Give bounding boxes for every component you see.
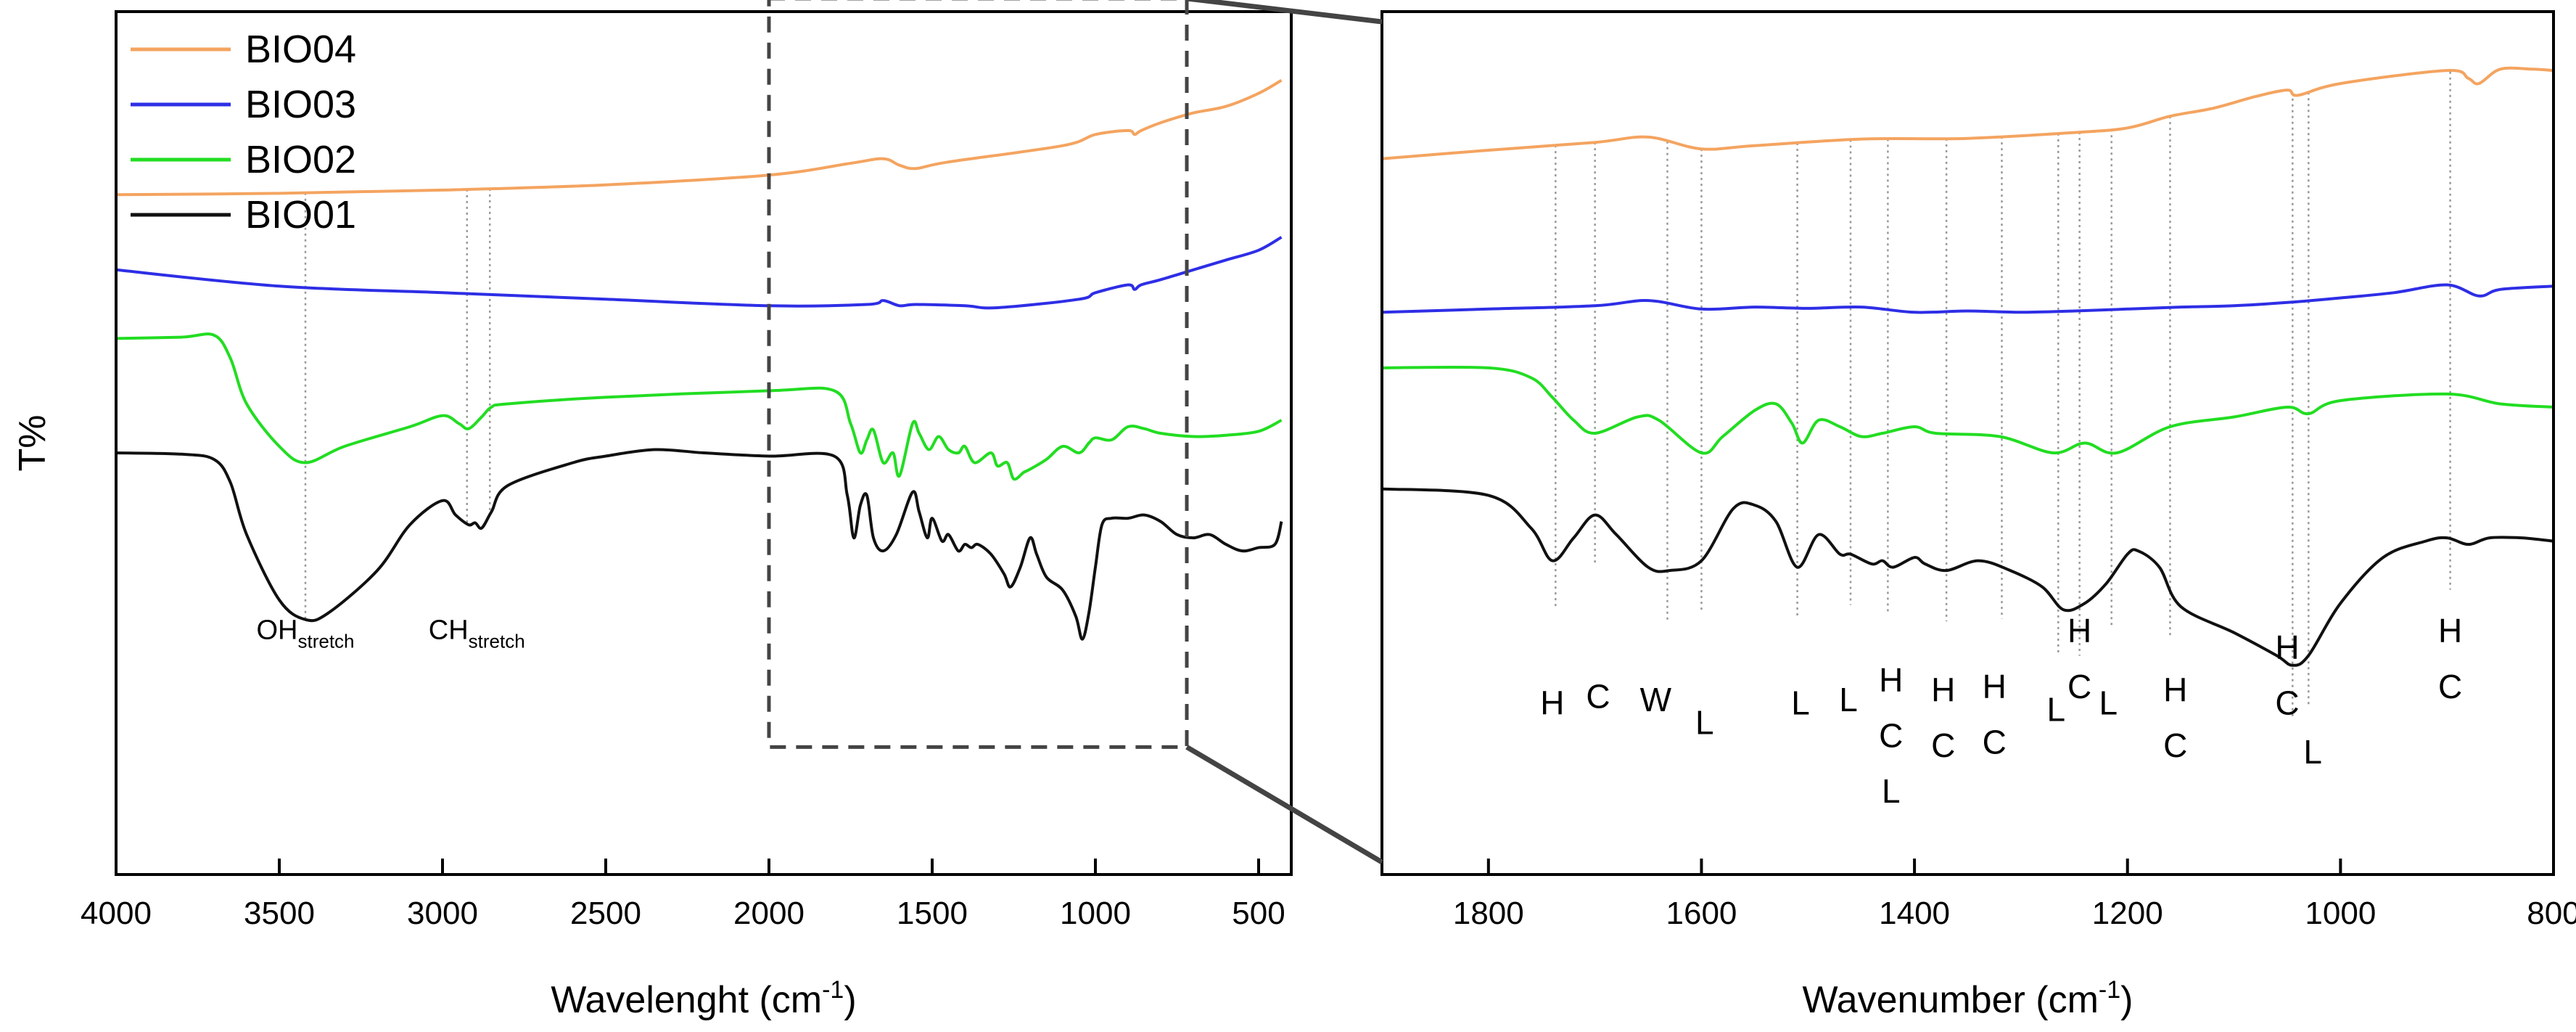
left-tick-label-1500: 1500 — [897, 896, 968, 931]
left-tick-label-500: 500 — [1232, 896, 1285, 931]
legend-label-bio02: BIO02 — [245, 138, 356, 181]
zoom-connector-bottom — [1185, 745, 1383, 865]
left-x-axis-label: Wavelenght (cm-1) — [551, 976, 856, 1021]
left-series-group — [116, 78, 1283, 641]
left-tick-label-1000: 1000 — [1060, 896, 1131, 931]
right-series-bio02 — [1382, 365, 2554, 455]
right-tick-label-800: 800 — [2527, 896, 2576, 931]
band-label-h-11: H — [1983, 668, 2007, 705]
band-label-c-10: C — [1931, 726, 1955, 764]
right-tick-label-1000: 1000 — [2305, 896, 2376, 931]
right-chart-panel: 1800 1600 1400 1200 1000 800 Wavenumber (cm-1)… — [1380, 10, 2576, 1021]
zoom-connector-top — [1186, 0, 1383, 25]
zoom-box — [767, 0, 1189, 749]
zoom-connector-lines — [1185, 0, 1383, 865]
right-tick-label-1600: 1600 — [1666, 896, 1737, 931]
legend-label-bio01: BIO01 — [245, 193, 356, 237]
left-tick-label-3500: 3500 — [244, 896, 315, 931]
left-plot-frame — [115, 10, 1293, 876]
left-series-bio02 — [116, 332, 1283, 481]
band-label-h-17: H — [2163, 671, 2187, 708]
band-label-l-5: L — [1839, 681, 1858, 718]
right-series-bio01 — [1382, 487, 2554, 667]
right-series-group — [1382, 66, 2554, 667]
band-label-l-8: L — [1882, 772, 1901, 810]
right-tick-label-1200: 1200 — [2092, 896, 2163, 931]
left-tick-label-2500: 2500 — [570, 896, 641, 931]
band-label-h-9: H — [1931, 671, 1955, 708]
band-label-l-16: L — [2099, 684, 2118, 721]
legend-label-bio03: BIO03 — [245, 83, 356, 126]
band-label-h-22: H — [2438, 612, 2462, 650]
band-label-h-6: H — [1879, 661, 1903, 699]
band-label-h-19: H — [2275, 628, 2299, 666]
right-tick-label-1800: 1800 — [1453, 896, 1524, 931]
band-label-c-12: C — [1983, 723, 2007, 761]
left-tick-label-3000: 3000 — [407, 896, 478, 931]
band-label-c-15: C — [2067, 668, 2091, 705]
right-series-bio04 — [1382, 66, 2554, 160]
left-annotation-ch: CHstretch — [429, 615, 525, 652]
band-label-w-2: W — [1640, 681, 1672, 718]
band-label-l-3: L — [1695, 703, 1714, 741]
legend-label-bio04: BIO04 — [245, 28, 356, 71]
band-label-c-1: C — [1586, 677, 1610, 715]
band-label-c-20: C — [2275, 684, 2299, 721]
right-tick-label-1400: 1400 — [1879, 896, 1950, 931]
band-label-h-14: H — [2067, 612, 2091, 650]
band-label-c-18: C — [2163, 726, 2187, 764]
left-chart-panel: 4000 3500 3000 2500 2000 1500 1000 500 Wavelengh… — [12, 0, 1293, 1021]
band-label-h-0: H — [1540, 684, 1564, 721]
right-series-bio03 — [1382, 283, 2554, 314]
left-tick-label-4000: 4000 — [81, 896, 152, 931]
legend: BIO04 BIO03 BIO02 BIO01 — [131, 28, 356, 237]
band-label-c-23: C — [2438, 668, 2462, 705]
left-y-axis-label: T% — [12, 415, 54, 472]
left-series-bio03 — [116, 236, 1283, 310]
left-series-bio01 — [116, 448, 1283, 641]
band-label-c-7: C — [1879, 716, 1903, 754]
right-plot-frame — [1380, 10, 2555, 876]
right-x-axis-label: Wavenumber (cm-1) — [1803, 976, 2133, 1021]
left-annotation-oh: OHstretch — [256, 615, 354, 652]
band-label-l-13: L — [2047, 690, 2066, 728]
left-series-bio04 — [116, 78, 1283, 197]
band-label-l-21: L — [2303, 733, 2322, 771]
band-label-l-4: L — [1791, 684, 1810, 721]
left-tick-label-2000: 2000 — [733, 896, 805, 931]
